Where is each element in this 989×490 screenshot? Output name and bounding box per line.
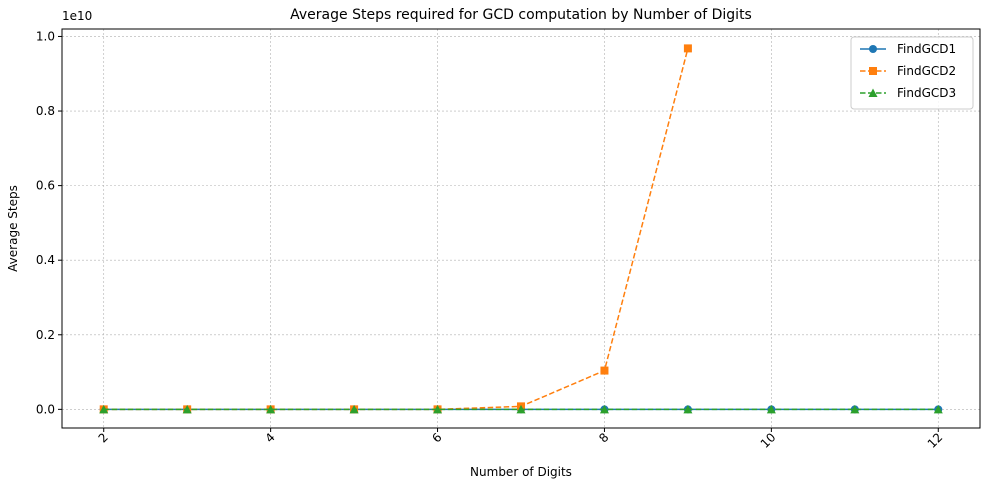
x-tick-label: 6 <box>429 430 444 445</box>
legend-box <box>850 36 974 110</box>
data-point <box>433 404 443 414</box>
y-tick-label: 0.4 <box>36 253 55 267</box>
y-tick-label: 1.0 <box>36 29 55 43</box>
data-point <box>600 366 609 375</box>
legend-item: FindGCD1 <box>860 42 956 56</box>
legend-marker <box>869 67 877 75</box>
data-point <box>599 404 609 414</box>
x-tick-label: 12 <box>925 430 946 451</box>
legend-label: FindGCD2 <box>897 64 956 78</box>
y-tick-label: 0.8 <box>36 104 55 118</box>
y-axis-label: Average Steps <box>6 185 20 272</box>
grid-lines <box>62 29 980 428</box>
legend-item: FindGCD3 <box>860 86 956 100</box>
data-point <box>766 404 776 414</box>
legend-item: FindGCD2 <box>860 64 956 78</box>
legend-label: FindGCD1 <box>897 42 956 56</box>
data-point <box>850 404 860 414</box>
data-point <box>266 404 276 414</box>
series-line <box>103 48 689 411</box>
chart-title: Average Steps required for GCD computati… <box>290 7 752 23</box>
x-tick-label: 2 <box>96 430 111 445</box>
data-point <box>516 404 526 414</box>
legend-marker <box>868 88 878 97</box>
data-point <box>349 404 359 414</box>
y-tick-label: 0.2 <box>36 328 55 342</box>
data-point <box>933 404 943 414</box>
x-tick-label: 4 <box>262 430 277 445</box>
x-tick-label: 8 <box>596 430 611 445</box>
y-axis-offset-label: 1e10 <box>62 9 92 23</box>
data-point <box>683 44 692 53</box>
legend-label: FindGCD3 <box>897 86 956 100</box>
x-tick-label: 10 <box>758 430 779 451</box>
x-axis-label: Number of Digits <box>470 465 572 479</box>
data-point <box>182 404 192 414</box>
plot-area <box>61 28 981 429</box>
y-tick-label: 0.0 <box>36 402 55 416</box>
data-point <box>99 404 109 414</box>
data-point <box>683 404 693 414</box>
legend: FindGCD1 FindGCD2 FindGCD3 <box>850 36 974 110</box>
y-tick-label: 0.6 <box>36 179 55 193</box>
series-FindGCD3 <box>99 404 943 414</box>
series-FindGCD2 <box>99 44 692 414</box>
series-group <box>99 44 943 414</box>
legend-marker <box>869 45 877 53</box>
axis-ticks: 2 4 6 8 10 12 0.0 0.2 0.4 0.6 0.8 1.0 <box>36 29 945 450</box>
